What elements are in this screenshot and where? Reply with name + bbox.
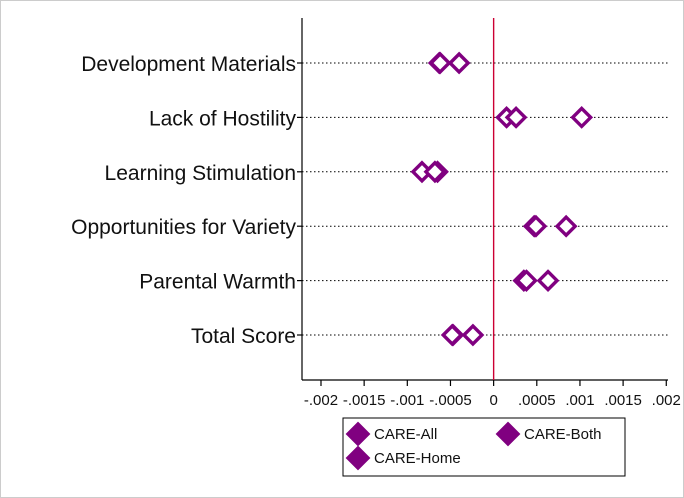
- legend-label-care-both: CARE-Both: [524, 426, 602, 443]
- x-tick-label: -.002: [304, 392, 338, 409]
- legend: CARE-All CARE-Both CARE-Home: [342, 417, 626, 477]
- x-tick-label: -.001: [390, 392, 424, 409]
- x-tick-label: 0: [489, 392, 497, 409]
- marker-care-both-lack-of-hostility: [504, 105, 528, 129]
- y-tick-label-opportunities-for-variety: Opportunities for Variety: [71, 216, 296, 239]
- x-tick-label: .0015: [604, 392, 642, 409]
- y-tick-label-parental-warmth: Parental Warmth: [139, 271, 296, 294]
- legend-label-care-home: CARE-Home: [374, 450, 461, 467]
- legend-key-care-home: [345, 445, 371, 471]
- legend-box: [342, 417, 626, 477]
- y-tick-label-lack-of-hostility: Lack of Hostility: [149, 107, 297, 130]
- x-tick-label: -.0005: [429, 392, 472, 409]
- x-tick-label: -.0015: [343, 392, 386, 409]
- marker-care-both-parental-warmth: [515, 269, 538, 293]
- data-markers: [410, 51, 594, 347]
- legend-label-care-all: CARE-All: [374, 426, 437, 443]
- y-tick-label-development-materials: Development Materials: [81, 53, 296, 76]
- x-tick-label: .002: [652, 392, 681, 409]
- grid-lines: [302, 62, 668, 336]
- marker-care-home-total-score: [440, 323, 464, 347]
- x-tick-label: .001: [565, 392, 594, 409]
- axis-labels: Development Materials Lack of Hostility Le…: [71, 53, 681, 409]
- marker-care-home-development-materials: [428, 51, 452, 75]
- legend-key-care-both: [495, 421, 521, 447]
- x-tick-label: .0005: [518, 392, 556, 409]
- axes: [297, 18, 668, 386]
- marker-care-home-learning-stimulation: [423, 160, 447, 184]
- marker-care-home-parental-warmth: [536, 269, 560, 293]
- marker-care-home-opportunities-for-variety: [554, 214, 578, 238]
- marker-care-both-total-score: [461, 323, 485, 347]
- marker-care-both-development-materials: [447, 51, 471, 75]
- legend-key-care-all: [345, 421, 371, 447]
- y-tick-label-learning-stimulation: Learning Stimulation: [105, 162, 296, 185]
- y-tick-label-total-score: Total Score: [191, 325, 296, 348]
- marker-care-home-lack-of-hostility: [570, 105, 594, 129]
- marker-care-both-opportunities-for-variety: [524, 214, 548, 238]
